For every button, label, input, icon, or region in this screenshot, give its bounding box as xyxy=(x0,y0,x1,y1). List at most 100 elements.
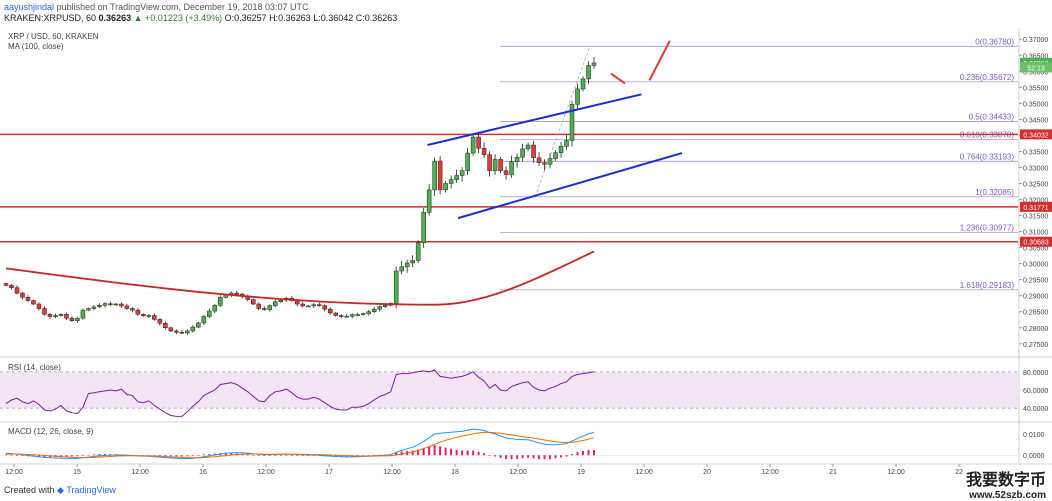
candle-body xyxy=(278,299,284,303)
candle-body xyxy=(273,301,278,306)
candle-body xyxy=(3,283,9,286)
candle-body xyxy=(251,299,256,305)
candle-body xyxy=(580,78,586,90)
candle-body xyxy=(97,305,102,308)
publish-info: aayushjindal published on TradingView.co… xyxy=(4,2,309,12)
channel-trendline xyxy=(427,93,642,146)
candle-body xyxy=(432,160,437,191)
candle-body xyxy=(591,62,597,66)
macd-histogram-bar xyxy=(505,455,508,460)
macd-histogram-bar xyxy=(494,455,497,457)
y-tick-label: 0.30500 xyxy=(1023,246,1048,253)
candle-body xyxy=(322,305,327,310)
macd-histogram-bar xyxy=(213,453,216,456)
rsi-tick-label: 80.0000 xyxy=(1023,370,1048,377)
macd-histogram-bar xyxy=(191,455,194,456)
macd-histogram-bar xyxy=(208,453,211,456)
candle-body xyxy=(415,242,421,261)
macd-histogram-bar xyxy=(532,455,535,459)
x-tick-label: 21 xyxy=(829,469,837,476)
macd-histogram-bar xyxy=(499,455,502,458)
macd-histogram-bar xyxy=(593,449,595,456)
fib-level-label: 1(0.32085) xyxy=(975,188,1014,197)
y-tick-label: 0.29500 xyxy=(1023,278,1048,285)
x-tick-label: 17 xyxy=(325,469,333,476)
rsi-band xyxy=(0,371,1018,409)
macd-histogram-bar xyxy=(10,454,13,456)
candle-body xyxy=(355,314,360,316)
fib-level-label: 0(0.36780) xyxy=(975,37,1014,46)
macd-histogram-bar xyxy=(461,450,464,456)
macd-histogram-bar xyxy=(169,455,172,457)
x-tick-label: 12:00 xyxy=(761,469,779,476)
candle-body xyxy=(42,308,47,315)
macd-histogram-bar xyxy=(301,455,304,456)
macd-histogram-bar xyxy=(444,447,447,456)
macd-histogram-bar xyxy=(312,455,315,456)
macd-histogram-bar xyxy=(549,455,552,460)
watermark: 我要数字币 www.52szb.com xyxy=(966,466,1046,501)
candle-body xyxy=(69,317,75,321)
candle-body xyxy=(218,297,223,306)
macd-histogram-bar xyxy=(422,447,425,456)
candle-body xyxy=(47,314,53,317)
x-tick-label: 19 xyxy=(577,469,585,476)
candle-body xyxy=(360,313,366,315)
x-tick-label: 12:00 xyxy=(383,469,401,476)
candle-body xyxy=(525,144,531,150)
watermark-chinese: 我要数字币 xyxy=(965,470,1046,489)
candle-body xyxy=(536,157,542,163)
macd-histogram-bar xyxy=(279,455,282,456)
macd-histogram-bar xyxy=(516,455,519,459)
y-tick-label: 0.34500 xyxy=(1023,117,1048,124)
candle-body xyxy=(564,140,569,147)
macd-histogram-bar xyxy=(290,455,293,456)
candle-body xyxy=(476,136,481,149)
projection-arrow xyxy=(648,40,671,81)
price-tag-label: 0.30683 xyxy=(1023,240,1048,247)
candle-body xyxy=(531,144,536,159)
x-tick-label: 12:00 xyxy=(635,469,653,476)
candle-body xyxy=(80,309,86,319)
candle-body xyxy=(399,266,404,272)
candle-body xyxy=(448,179,454,184)
candle-body xyxy=(113,303,119,306)
candle-body xyxy=(393,270,399,304)
macd-histogram-bar xyxy=(543,455,546,460)
candle-body xyxy=(14,287,20,294)
y-tick-label: 0.35000 xyxy=(1023,101,1048,108)
macd-histogram-bar xyxy=(87,454,90,456)
price-tag-label: 0.34032 xyxy=(1023,132,1048,139)
tradingview-brand[interactable]: TradingView xyxy=(66,485,116,495)
candle-body xyxy=(498,159,503,171)
candle-body xyxy=(20,292,25,298)
publish-text: published on TradingView.com, December 1… xyxy=(56,2,309,12)
macd-histogram-bar xyxy=(230,453,233,456)
price-tag-label: 52:13 xyxy=(1027,65,1045,72)
macd-histogram-bar xyxy=(37,455,40,457)
last-price: 0.36263 xyxy=(98,13,132,23)
candle-body xyxy=(108,303,113,305)
candle-body xyxy=(311,304,316,307)
fib-level-label: 0.236(0.35672) xyxy=(960,73,1015,82)
ma-legend: MA (100, close) xyxy=(8,42,64,51)
candle-body xyxy=(410,260,415,264)
macd-histogram-bar xyxy=(21,455,24,456)
macd-histogram-bar xyxy=(274,455,277,456)
candle-body xyxy=(503,170,509,175)
macd-histogram-bar xyxy=(538,455,541,460)
y-tick-label: 0.33000 xyxy=(1023,165,1048,172)
macd-histogram-bar xyxy=(362,455,365,456)
candle-body xyxy=(201,316,207,324)
candle-body xyxy=(168,327,174,332)
y-tick-label: 0.32000 xyxy=(1023,198,1048,205)
candle-body xyxy=(558,146,564,153)
y-tick-label: 0.29000 xyxy=(1023,294,1048,301)
symbol-bar: KRAKEN:XRPUSD, 60 0.36263 ▲ +0.01223 (+3… xyxy=(4,13,397,23)
macd-histogram-bar xyxy=(400,451,403,456)
author-link[interactable]: aayushjindal xyxy=(4,2,55,12)
macd-histogram-bar xyxy=(527,455,530,458)
macd-histogram-bar xyxy=(268,455,271,456)
macd-histogram-bar xyxy=(246,454,249,456)
